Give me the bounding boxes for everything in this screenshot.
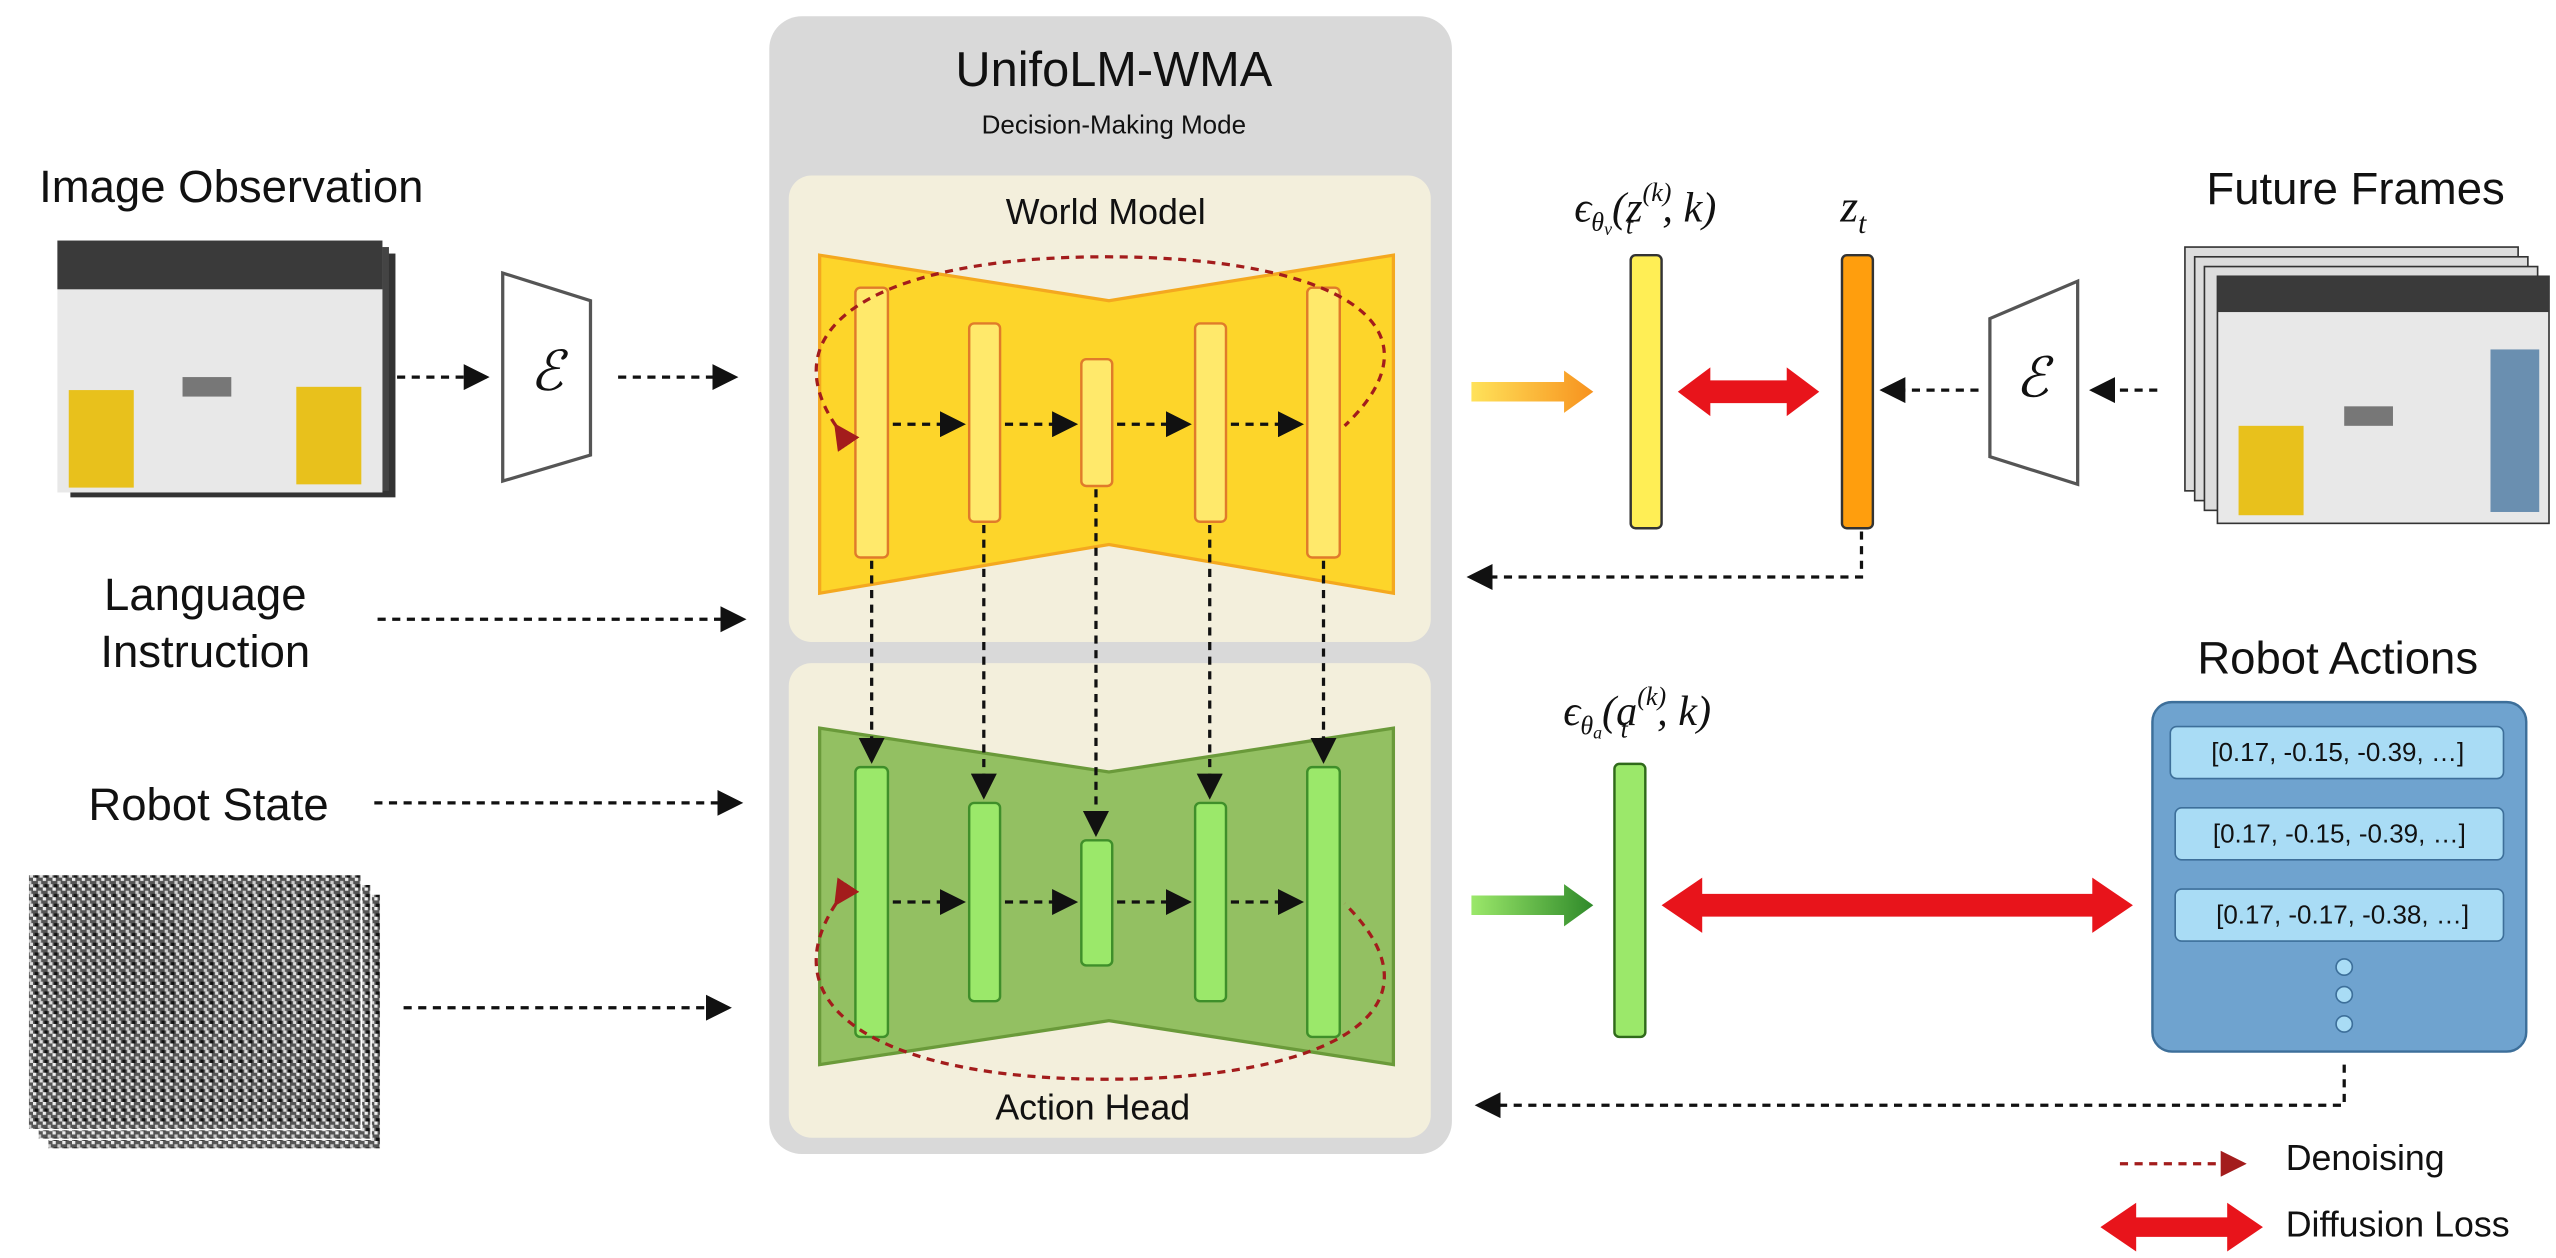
image-observation: [57, 240, 396, 498]
noise-stack: [27, 873, 382, 1150]
layer-arrows: [858, 489, 1337, 916]
action-rows: [2169, 725, 2505, 942]
diffusion-loss-arrow: [1677, 367, 1820, 417]
formula-part: v: [1604, 219, 1612, 239]
subtitle: Decision-Making Mode: [982, 110, 1246, 140]
input-label: Language: [104, 569, 306, 620]
formula-part: (k): [1637, 682, 1666, 711]
action-head-label: Action Head: [995, 1088, 1190, 1128]
robot-actions-title: Robot Actions: [2197, 633, 2478, 684]
future-frames-label: Future Frames: [2206, 163, 2504, 214]
video-noise-bar: [1629, 253, 1663, 530]
formula-part: t: [1621, 714, 1629, 743]
input-label: Robot State: [88, 779, 328, 830]
legend-diffusion-key: [2100, 1202, 2263, 1252]
formula-part: (a: [1602, 688, 1637, 735]
formula-part: z: [1839, 181, 1858, 232]
formula-part: (k): [1643, 178, 1672, 207]
future-frames: [2184, 246, 2550, 525]
robot-actions-box: [2151, 700, 2528, 1053]
formula-part: t: [1626, 211, 1634, 240]
formula-part: t: [1858, 208, 1867, 240]
flow-arrow: [1471, 884, 1594, 927]
formula-part: a: [1593, 723, 1602, 743]
encoder: [1988, 278, 2080, 487]
denoising-loop: [814, 877, 1386, 1081]
action-noise-bar: [1613, 762, 1647, 1039]
formula-part: (z: [1612, 184, 1643, 231]
formula-part: , k): [1657, 688, 1711, 735]
diffusion-loss-arrow: [1661, 877, 2133, 933]
flow-arrow: [1471, 370, 1594, 413]
formula: ϵθa(a(k) t , k): [1563, 682, 1711, 744]
formula-part: ϵ: [1574, 184, 1593, 231]
encoder: [501, 270, 593, 484]
action-head-layers: [854, 765, 1341, 1039]
world-model-label: World Model: [1006, 192, 1206, 232]
formula: ϵθv(z(k) t , k): [1574, 178, 1716, 240]
input-label: Instruction: [100, 626, 310, 677]
formula-part: , k): [1662, 184, 1716, 231]
title: UnifoLM-WMA: [955, 43, 1272, 97]
action-row: [0.17, -0.15, -0.39, …]: [2211, 737, 2464, 767]
latent-bar: [1840, 253, 1875, 530]
encoder-symbol: ℰ: [2015, 347, 2054, 408]
legend-label: Denoising: [2286, 1138, 2445, 1178]
input-label: Image Observation: [39, 161, 423, 212]
arrow: [1466, 531, 1864, 590]
formula: zt: [1839, 181, 1867, 240]
denoising-loop: [814, 255, 1386, 452]
world-model-layers: [854, 286, 1341, 559]
action-row: [0.17, -0.15, -0.39, …]: [2213, 818, 2466, 848]
encoder-symbol: ℰ: [530, 341, 569, 402]
formula-part: θ: [1591, 207, 1604, 236]
legend-label: Diffusion Loss: [2286, 1205, 2510, 1245]
arrow: [1474, 1064, 2346, 1119]
formula-part: ϵ: [1563, 688, 1582, 735]
formula-part: θ: [1580, 711, 1593, 740]
action-row: [0.17, -0.17, -0.38, …]: [2216, 900, 2469, 930]
ellipsis-dots: [2335, 958, 2354, 1033]
